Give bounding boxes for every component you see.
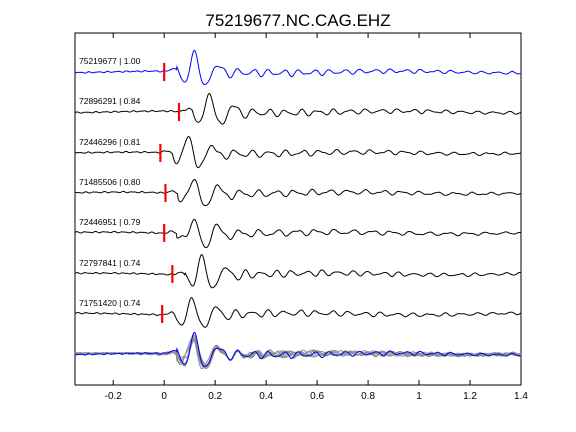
trace-row: 71751420 | 0.74 [74, 297, 522, 328]
x-tick-label: 1.4 [514, 391, 528, 402]
waveform-line [74, 136, 522, 169]
waveform-line [74, 92, 522, 125]
chart-title: 75219677.NC.CAG.EHZ [205, 11, 390, 30]
trace-label: 72797841 | 0.74 [79, 258, 141, 268]
trace-label: 71751420 | 0.74 [79, 298, 141, 308]
waveform-line [74, 253, 522, 289]
trace-label: 72446951 | 0.79 [79, 217, 141, 227]
waveform-line [74, 49, 522, 86]
x-tick-label: -0.2 [105, 391, 123, 402]
x-axis: -0.2 0 0.2 0.4 0.6 0.8 1 1.2 1.4 [105, 33, 528, 402]
trace-row: 72446951 | 0.79 [74, 217, 522, 249]
trace-row: 71485506 | 0.80 [74, 177, 522, 207]
overlay-stack [74, 331, 522, 370]
trace-row: 72797841 | 0.74 [74, 253, 522, 289]
x-tick-label: 0.8 [361, 391, 375, 402]
x-tick-label: 1 [416, 391, 422, 402]
x-tick-label: 0.2 [208, 391, 222, 402]
trace-label: 72896291 | 0.84 [79, 96, 141, 106]
x-tick-label: 1.2 [463, 391, 477, 402]
x-tick-label: 0.4 [259, 391, 273, 402]
trace-label: 72446296 | 0.81 [79, 137, 141, 147]
trace-label: 71485506 | 0.80 [79, 177, 141, 187]
trace-row: 72896291 | 0.84 [74, 92, 522, 125]
trace-row: 75219677 | 1.00 [74, 49, 522, 86]
waveform-line [74, 178, 522, 207]
trace-row: 72446296 | 0.81 [74, 136, 522, 169]
waveform-line [74, 218, 522, 249]
overlay-reference-trace [74, 331, 522, 368]
plot-area [74, 32, 522, 386]
waveform-line [74, 297, 522, 328]
trace-label: 75219677 | 1.00 [79, 56, 141, 66]
overlay-trace [74, 337, 522, 368]
x-tick-label: 0.6 [310, 391, 324, 402]
x-tick-label: 0 [161, 391, 167, 402]
trace-stack: 75219677 | 1.00 72896291 | 0.84 72446296 |… [74, 49, 522, 328]
